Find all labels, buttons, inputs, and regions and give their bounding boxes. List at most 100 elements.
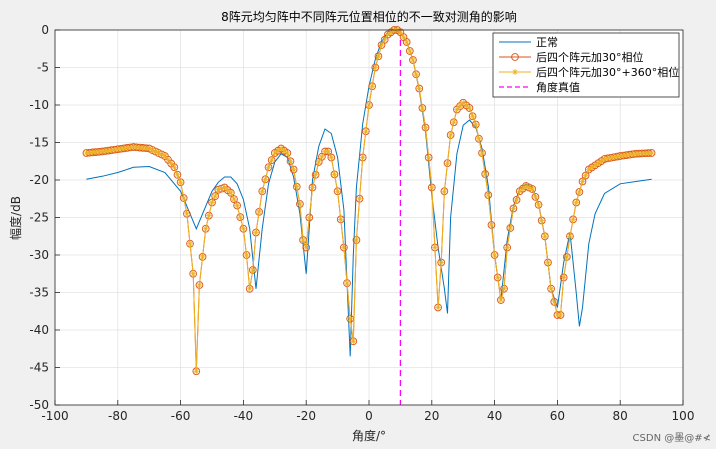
data-point <box>303 244 310 251</box>
data-point <box>262 176 269 183</box>
data-point <box>397 29 404 36</box>
data-point <box>526 184 533 191</box>
data-point <box>531 193 540 201</box>
data-point <box>535 201 542 208</box>
data-point <box>234 202 241 209</box>
data-point <box>211 192 219 200</box>
legend-marker <box>511 53 519 61</box>
data-point <box>592 162 599 169</box>
data-point <box>344 280 351 287</box>
data-point <box>221 184 228 191</box>
data-point <box>419 105 426 111</box>
data-point <box>519 185 526 192</box>
data-point <box>240 225 247 232</box>
data-point <box>215 186 222 193</box>
data-point <box>449 118 458 127</box>
data-point <box>193 368 200 375</box>
data-point <box>468 112 477 121</box>
data-point <box>209 199 215 206</box>
data-point <box>233 201 241 210</box>
data-point <box>471 120 480 129</box>
data-point <box>598 158 605 165</box>
data-point <box>315 159 322 165</box>
data-point <box>246 285 253 292</box>
data-point <box>582 172 589 179</box>
data-point <box>563 253 570 260</box>
data-point <box>566 233 573 240</box>
data-point <box>180 195 187 201</box>
data-point <box>143 145 150 152</box>
data-point <box>249 267 256 273</box>
data-point <box>441 188 448 195</box>
data-point <box>516 188 523 195</box>
data-point <box>368 82 376 91</box>
data-point <box>438 259 445 266</box>
data-point <box>322 148 329 155</box>
data-point <box>607 154 614 161</box>
x-tick-label: -20 <box>296 409 316 423</box>
data-point <box>353 237 360 243</box>
data-point <box>544 259 551 266</box>
data-point <box>623 152 630 159</box>
legend-label: 后四个阵元加30°相位 <box>536 50 644 64</box>
legend-label: 正常 <box>536 36 558 49</box>
data-point <box>327 153 336 162</box>
data-point <box>312 171 319 178</box>
series-2 <box>83 27 655 375</box>
data-point <box>89 149 96 156</box>
data-point <box>252 229 259 236</box>
y-tick-label: 0 <box>41 23 49 37</box>
data-point <box>617 153 624 159</box>
plot-curves <box>82 26 656 405</box>
data-point <box>121 145 128 152</box>
data-point <box>293 183 300 190</box>
legend-marker <box>512 69 518 75</box>
data-point <box>205 212 212 219</box>
data-point <box>202 225 209 232</box>
data-point <box>366 102 372 108</box>
data-point <box>205 211 213 220</box>
data-point <box>337 216 344 223</box>
data-point <box>372 64 379 71</box>
data-point <box>557 312 564 318</box>
data-point <box>318 153 325 160</box>
data-point <box>331 171 338 178</box>
data-point <box>350 338 357 345</box>
data-point <box>359 154 366 161</box>
data-point <box>268 157 275 164</box>
data-point <box>475 135 482 142</box>
data-point <box>548 285 555 292</box>
data-point <box>271 150 278 156</box>
data-point <box>620 152 627 159</box>
data-point <box>626 151 633 158</box>
data-point <box>402 38 411 46</box>
data-point <box>127 144 134 151</box>
data-point <box>632 150 639 157</box>
data-point <box>510 205 517 212</box>
data-point <box>287 158 294 165</box>
data-point <box>497 297 504 303</box>
data-point <box>176 178 185 187</box>
data-point <box>431 244 438 251</box>
data-point <box>114 146 121 153</box>
data-point <box>99 148 106 155</box>
y-tick-label: -30 <box>29 248 49 262</box>
x-tick-label: 100 <box>672 409 695 423</box>
data-point <box>117 145 124 152</box>
chart-title: 8阵元均匀阵中不同阵元位置相位的不一致对测角的影响 <box>221 9 517 24</box>
data-point <box>230 195 238 203</box>
data-point <box>179 194 188 202</box>
data-point <box>243 252 250 258</box>
data-point <box>554 312 561 318</box>
data-point <box>371 63 380 72</box>
data-point <box>173 170 182 179</box>
data-point <box>95 148 102 155</box>
y-tick-label: -5 <box>37 61 49 75</box>
x-tick-label: -40 <box>234 409 254 423</box>
data-point <box>585 166 592 173</box>
x-tick-label: 20 <box>424 409 439 423</box>
x-axis-label: 角度/° <box>352 428 386 443</box>
data-point <box>261 175 270 184</box>
data-point <box>212 193 219 200</box>
